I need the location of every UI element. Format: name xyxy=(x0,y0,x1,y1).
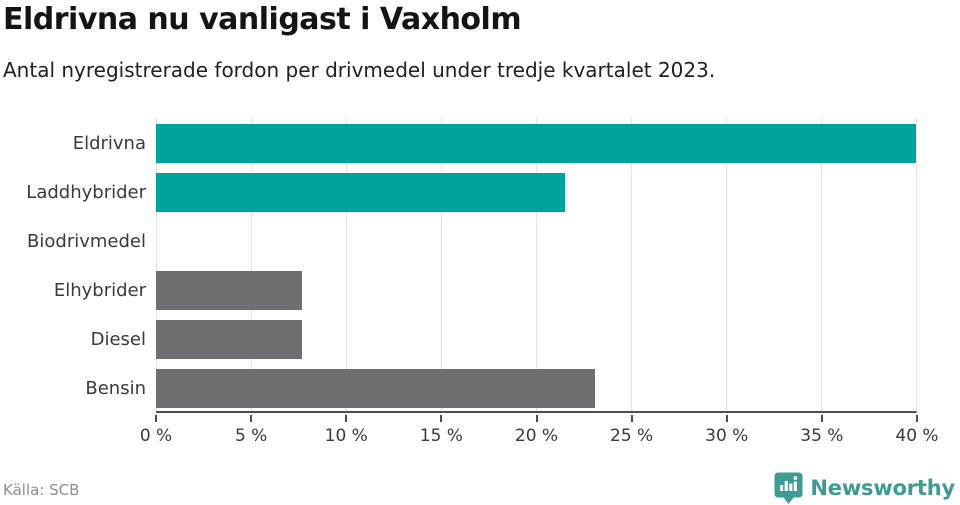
x-tick-label: 25 % xyxy=(610,426,654,446)
x-tick-mark xyxy=(440,415,443,422)
x-tick-label: 15 % xyxy=(419,426,463,446)
brand-name: Newsworthy xyxy=(810,476,955,500)
x-axis: 0 % 5 % 10 % 15 % 20 % 25 % 30 % 35 % 40… xyxy=(140,415,939,455)
x-tick-label: 40 % xyxy=(895,426,939,446)
source-attribution: Källa: SCB xyxy=(3,481,80,499)
x-tick-mark xyxy=(250,415,253,422)
bar-diesel xyxy=(156,320,303,359)
x-tick-label: 30 % xyxy=(705,426,749,446)
x-tick-mark xyxy=(820,415,823,422)
category-label-eldrivna: Eldrivna xyxy=(72,133,146,154)
x-tick-label: 10 % xyxy=(324,426,368,446)
x-tick-mark xyxy=(630,415,633,422)
category-label-laddhybrider: Laddhybrider xyxy=(26,182,146,203)
x-tick-label: 35 % xyxy=(800,426,844,446)
bar-eldrivna xyxy=(156,124,916,163)
chart-subtitle: Antal nyregistrerade fordon per drivmede… xyxy=(3,58,716,82)
category-label-diesel: Diesel xyxy=(90,329,146,350)
bar-bensin xyxy=(156,369,595,408)
x-tick-mark xyxy=(535,415,538,422)
plot-area xyxy=(156,117,917,413)
category-label-bensin: Bensin xyxy=(85,378,146,399)
category-label-elhybrider: Elhybrider xyxy=(53,280,146,301)
x-tick-mark xyxy=(916,415,918,422)
chart-title: Eldrivna nu vanligast i Vaxholm xyxy=(3,2,522,37)
y-axis-labels: Eldrivna Laddhybrider Biodrivmedel Elhyb… xyxy=(0,117,146,413)
x-tick-mark xyxy=(345,415,348,422)
x-tick-label: 5 % xyxy=(234,426,268,446)
bar-elhybrider xyxy=(156,271,303,310)
x-tick-label: 0 % xyxy=(139,426,173,446)
brand-logo: Newsworthy xyxy=(774,471,955,505)
x-tick-mark xyxy=(155,415,157,422)
newsworthy-bar-chart-speech-bubble-icon xyxy=(774,472,803,505)
category-label-biodrivmedel: Biodrivmedel xyxy=(27,231,146,252)
x-tick-mark xyxy=(725,415,728,422)
x-tick-label: 20 % xyxy=(514,426,559,446)
bar-laddhybrider xyxy=(156,173,565,212)
